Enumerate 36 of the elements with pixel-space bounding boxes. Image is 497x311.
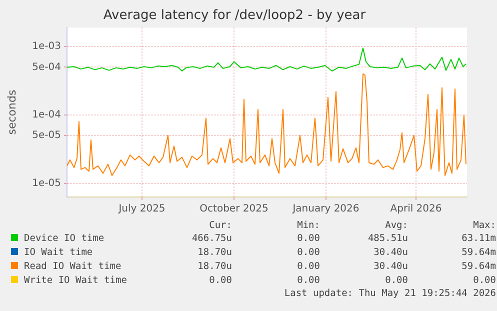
y-tick-label: 5e-05 — [32, 130, 61, 142]
text: 0.00 — [208, 274, 232, 288]
y-tick-label: 1e-04 — [32, 110, 61, 121]
text: Cur: — [208, 220, 232, 232]
y-tick-label: 5e-04 — [32, 62, 61, 73]
text: 59.64m — [460, 246, 496, 260]
text: 30.40u — [372, 260, 408, 274]
text: 0.00 — [296, 260, 320, 274]
text: 0.00 — [296, 274, 320, 288]
y-tick-label: 1e-03 — [32, 41, 61, 52]
text: 466.75u — [190, 232, 232, 246]
y-axis-title: seconds — [5, 90, 18, 135]
legend-label: Device IO time — [24, 233, 104, 244]
text: 0.00 — [472, 274, 496, 288]
x-tick-label: October 2025 — [200, 204, 268, 215]
y-tick-label: 1e-05 — [32, 178, 61, 189]
text: Min: — [296, 220, 320, 232]
text: 18.70u — [196, 246, 232, 260]
text: 0.00 — [384, 274, 408, 288]
chart-title: Average latency for /dev/loop2 - by year — [103, 8, 366, 24]
text: 30.40u — [372, 246, 408, 260]
x-tick-label: July 2025 — [118, 204, 166, 215]
text: Avg: — [384, 220, 408, 232]
legend-label: Write IO Wait time — [24, 275, 127, 286]
text: 0.00 — [296, 246, 320, 260]
text: Max: — [472, 220, 496, 232]
text: 18.70u — [196, 260, 232, 274]
text: Last update: Thu May 21 19:25:44 2026 — [283, 288, 496, 300]
legend-label: IO Wait time — [24, 247, 93, 258]
x-tick-label: January 2026 — [292, 204, 360, 215]
x-tick-label: April 2026 — [390, 204, 442, 215]
text: 59.64m — [460, 260, 496, 274]
text: 0.00 — [296, 232, 320, 246]
text: 485.51u — [366, 232, 408, 246]
text: 63.11m — [460, 232, 496, 246]
legend-label: Read IO Wait time — [24, 261, 122, 272]
